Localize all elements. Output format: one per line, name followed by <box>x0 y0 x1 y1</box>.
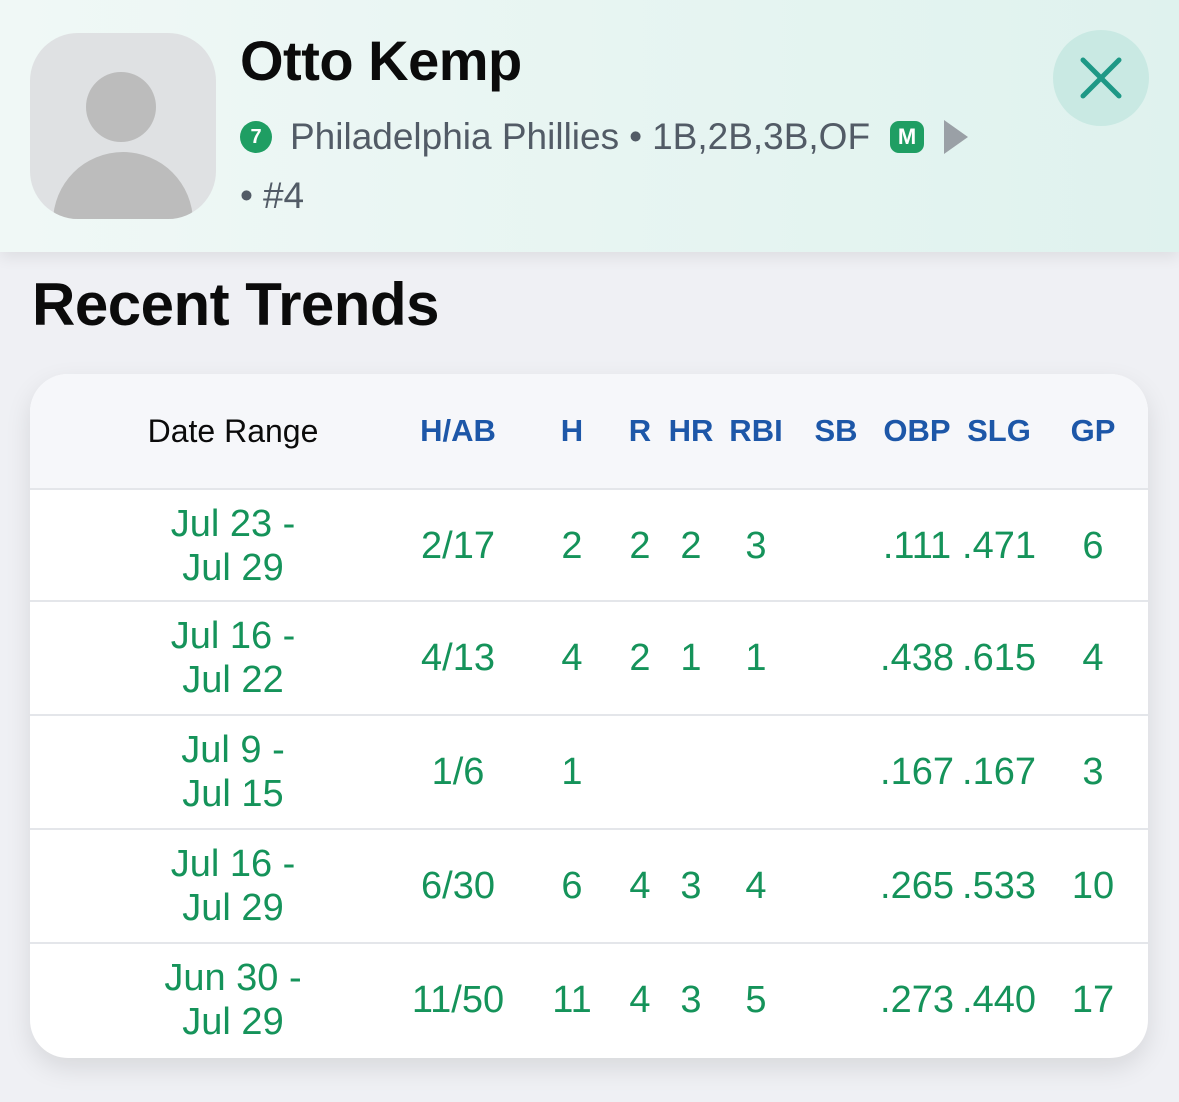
cell-obp: .438 <box>880 636 954 679</box>
close-button[interactable] <box>1053 30 1149 126</box>
cell-h: 2 <box>561 524 583 567</box>
section-title: Recent Trends <box>32 271 439 338</box>
separator: • <box>629 116 643 157</box>
header-obp[interactable]: OBP <box>883 413 951 448</box>
cell-gp: 3 <box>1082 750 1104 793</box>
cell-slg: .167 <box>962 750 1036 793</box>
cell-h-ab: 4/13 <box>421 636 495 679</box>
cell-gp: 6 <box>1082 524 1104 567</box>
cell-gp: 4 <box>1082 636 1104 679</box>
table-header: Date Range H/AB H R HR RBI SB OBP SLG GP <box>30 374 1148 488</box>
close-icon <box>1080 57 1122 99</box>
play-triangle-icon[interactable] <box>944 120 969 154</box>
cell-hr: 3 <box>680 978 702 1021</box>
cell-slg: .471 <box>962 524 1036 567</box>
cell-h-ab: 6/30 <box>421 864 495 907</box>
player-meta: 7 Philadelphia Phillies • 1B,2B,3B,OF M <box>240 112 969 162</box>
positions: 1B,2B,3B,OF <box>652 116 871 157</box>
cell-h-ab: 2/17 <box>421 524 495 567</box>
date-end: Jul 15 <box>182 773 284 815</box>
cell-h: 4 <box>561 636 583 679</box>
cell-date-range: Jun 30 - Jul 29 <box>164 944 301 1056</box>
cell-hr: 3 <box>680 864 702 907</box>
cell-r: 4 <box>629 864 651 907</box>
player-meta-secondary: • #4 <box>240 172 304 220</box>
date-start: Jun 30 - <box>164 957 302 999</box>
cell-r: 4 <box>629 978 651 1021</box>
cell-hr: 1 <box>680 636 702 679</box>
cell-date-range: Jul 9 - Jul 15 <box>181 716 284 828</box>
cell-h-ab: 11/50 <box>411 978 505 1021</box>
header-sb[interactable]: SB <box>814 413 858 448</box>
date-end: Jul 22 <box>182 659 284 701</box>
cell-slg: .615 <box>962 636 1036 679</box>
player-header: Otto Kemp 7 Philadelphia Phillies • 1B,2… <box>0 0 1179 252</box>
team-name[interactable]: Philadelphia Phillies <box>290 116 620 157</box>
date-start: Jul 16 - <box>170 843 296 885</box>
cell-obp: .111 <box>882 524 952 567</box>
cell-date-range: Jul 23 - Jul 29 <box>171 490 296 602</box>
trends-table: Date Range H/AB H R HR RBI SB OBP SLG GP… <box>30 374 1148 1058</box>
header-date-range[interactable]: Date Range <box>147 413 319 449</box>
cell-obp: .167 <box>880 750 954 793</box>
cell-h: 6 <box>561 864 583 907</box>
cell-slg: .440 <box>962 978 1036 1021</box>
header-h-ab[interactable]: H/AB <box>420 413 496 448</box>
cell-hr: 2 <box>680 524 702 567</box>
date-start: Jul 16 - <box>170 615 296 657</box>
header-r[interactable]: R <box>628 413 652 448</box>
cell-date-range: Jul 16 - Jul 22 <box>171 602 296 714</box>
status-number-badge: 7 <box>240 121 272 153</box>
person-placeholder-icon <box>30 33 216 219</box>
separator: • <box>240 175 253 216</box>
date-end: Jul 29 <box>182 547 284 589</box>
cell-slg: .533 <box>962 864 1036 907</box>
cell-r: 2 <box>629 524 651 567</box>
jersey-number: #4 <box>262 175 305 216</box>
table-row: Jul 9 - Jul 15 1/6 1 .167 .167 3 <box>30 714 1148 828</box>
date-start: Jul 9 - <box>181 729 285 771</box>
cell-rbi: 1 <box>745 636 767 679</box>
cell-rbi: 5 <box>745 978 767 1021</box>
player-name: Otto Kemp <box>240 29 522 92</box>
header-rbi[interactable]: RBI <box>729 413 783 448</box>
date-start: Jul 23 - <box>170 503 296 545</box>
date-end: Jul 29 <box>182 1001 284 1043</box>
cell-h: 1 <box>561 750 583 793</box>
table-row: Jun 30 - Jul 29 11/50 11 4 3 5 .273 .440… <box>30 942 1148 1058</box>
table-row: Jul 16 - Jul 29 6/30 6 4 3 4 .265 .533 1… <box>30 828 1148 942</box>
cell-gp: 10 <box>1071 864 1115 907</box>
m-badge: M <box>890 121 925 153</box>
cell-obp: .273 <box>880 978 954 1021</box>
cell-gp: 17 <box>1071 978 1115 1021</box>
cell-r: 2 <box>629 636 651 679</box>
cell-h-ab: 1/6 <box>431 750 485 793</box>
table-row: Jul 16 - Jul 22 4/13 4 2 1 1 .438 .615 4 <box>30 600 1148 714</box>
header-h[interactable]: H <box>560 413 584 448</box>
date-end: Jul 29 <box>182 887 284 929</box>
header-gp[interactable]: GP <box>1070 413 1116 448</box>
cell-obp: .265 <box>880 864 954 907</box>
header-slg[interactable]: SLG <box>967 413 1031 448</box>
cell-rbi: 4 <box>745 864 767 907</box>
cell-rbi: 3 <box>745 524 767 567</box>
header-hr[interactable]: HR <box>668 413 714 448</box>
table-row: Jul 23 - Jul 29 2/17 2 2 2 3 .111 .471 6 <box>30 488 1148 602</box>
cell-date-range: Jul 16 - Jul 29 <box>171 830 296 942</box>
cell-h: 11 <box>552 978 592 1021</box>
